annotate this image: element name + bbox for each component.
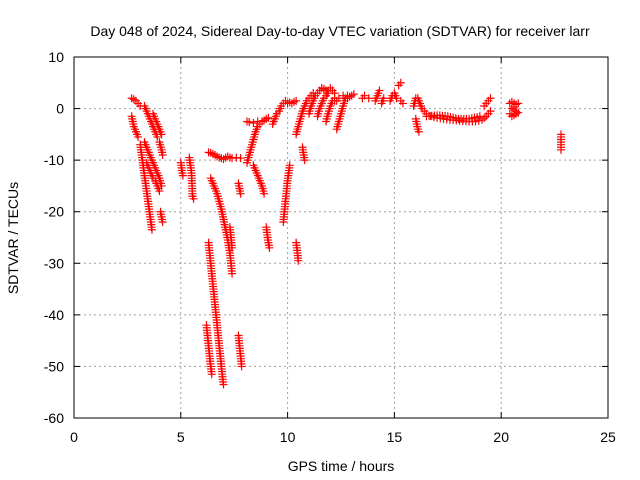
x-tick-label: 15 xyxy=(387,429,403,445)
data-point xyxy=(294,256,303,265)
data-point xyxy=(236,154,245,163)
axis-ticks: 0 5 10 15 20 25 -60 -50 -40 -30 -20 -10 0 10 xyxy=(44,49,616,445)
y-tick-label: -30 xyxy=(44,255,64,271)
data-point xyxy=(510,103,519,112)
data-point xyxy=(396,78,405,87)
x-tick-label: 10 xyxy=(280,429,296,445)
data-point xyxy=(228,269,237,278)
data-point xyxy=(414,127,423,136)
y-tick-label: -40 xyxy=(44,307,64,323)
data-point xyxy=(264,113,273,122)
data-point xyxy=(249,119,258,128)
data-point xyxy=(219,380,228,389)
data-series xyxy=(127,78,566,389)
data-point xyxy=(360,91,369,100)
data-point xyxy=(364,94,373,103)
y-tick-label: 10 xyxy=(48,49,64,65)
data-point xyxy=(129,95,138,104)
data-point xyxy=(290,97,299,106)
grid-lines xyxy=(74,57,608,418)
data-point xyxy=(334,94,343,103)
y-tick-label: -50 xyxy=(44,358,64,374)
y-tick-label: -60 xyxy=(44,410,64,426)
data-point xyxy=(237,362,246,371)
y-tick-label: -20 xyxy=(44,204,64,220)
data-point xyxy=(379,94,388,103)
data-point xyxy=(158,150,167,159)
data-point xyxy=(398,99,407,108)
data-point xyxy=(475,112,484,121)
x-axis-label: GPS time / hours xyxy=(288,458,395,474)
x-tick-label: 0 xyxy=(70,429,78,445)
data-point xyxy=(157,130,166,139)
chart-title: Day 048 of 2024, Sidereal Day-to-day VTE… xyxy=(90,23,590,39)
data-point xyxy=(339,91,348,100)
y-axis-label: SDTVAR / TECUs xyxy=(5,182,21,294)
data-point xyxy=(153,132,162,141)
data-point xyxy=(228,243,237,252)
data-point xyxy=(245,117,254,126)
data-point xyxy=(147,225,156,234)
data-point xyxy=(253,117,262,126)
data-point xyxy=(486,94,495,103)
data-point xyxy=(158,218,167,227)
data-point xyxy=(292,96,301,105)
data-point xyxy=(155,187,164,196)
y-tick-label: -10 xyxy=(44,152,64,168)
data-point xyxy=(206,148,215,157)
data-point xyxy=(392,94,401,103)
data-point xyxy=(514,99,523,108)
data-point xyxy=(486,107,495,116)
data-point xyxy=(178,171,187,180)
y-tick-label: 0 xyxy=(56,101,64,117)
data-point xyxy=(265,243,274,252)
plot-frame xyxy=(73,56,609,419)
data-point xyxy=(134,132,143,141)
data-point xyxy=(236,189,245,198)
data-point xyxy=(285,161,294,170)
data-point xyxy=(189,194,198,203)
data-point xyxy=(300,156,309,165)
data-point xyxy=(343,94,352,103)
x-tick-label: 25 xyxy=(600,429,616,445)
x-tick-label: 5 xyxy=(177,429,185,445)
data-point xyxy=(557,145,566,154)
data-point xyxy=(330,96,339,105)
data-point xyxy=(260,189,269,198)
data-point xyxy=(349,90,358,99)
x-tick-label: 20 xyxy=(493,429,509,445)
data-point xyxy=(375,86,384,95)
data-point xyxy=(207,370,216,379)
